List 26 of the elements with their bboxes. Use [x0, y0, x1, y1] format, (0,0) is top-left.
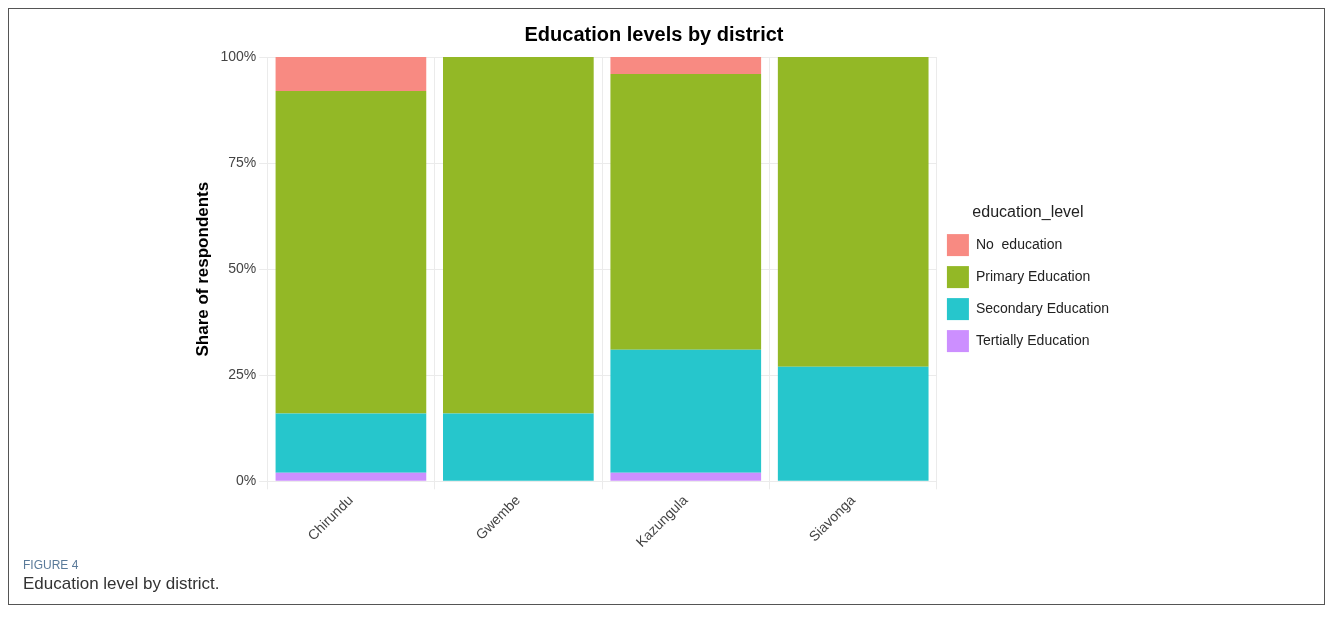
caption: FIGURE 4: [23, 558, 80, 572]
legend-title: education_level: [972, 203, 1084, 222]
bar: [610, 57, 762, 74]
bar: [443, 413, 594, 481]
bar: [610, 73, 762, 350]
bar: [777, 366, 929, 481]
chart-title: Education levels by district: [524, 22, 784, 45]
legend-label: Secondary Education: [975, 299, 1109, 316]
bar: [275, 413, 427, 473]
bar: [443, 57, 594, 414]
bar: [610, 349, 762, 473]
bar: [275, 472, 427, 481]
text: Education level by district.: [23, 574, 221, 594]
bar: [610, 472, 762, 481]
y-tick-label: 0%: [235, 472, 257, 489]
y-axis-title: Share of respondents: [192, 181, 212, 357]
legend-label: Tertially Education: [975, 331, 1090, 348]
bar: [275, 90, 427, 414]
legend-label: Primary Education: [975, 267, 1091, 284]
bar: [275, 57, 427, 91]
legend-label: No education: [975, 235, 1063, 252]
y-tick-label: 75%: [228, 153, 257, 170]
y-tick-label: 25%: [228, 366, 257, 383]
y-tick-label: 50%: [228, 260, 257, 277]
y-tick-label: 100%: [220, 47, 257, 64]
bar: [777, 57, 929, 367]
